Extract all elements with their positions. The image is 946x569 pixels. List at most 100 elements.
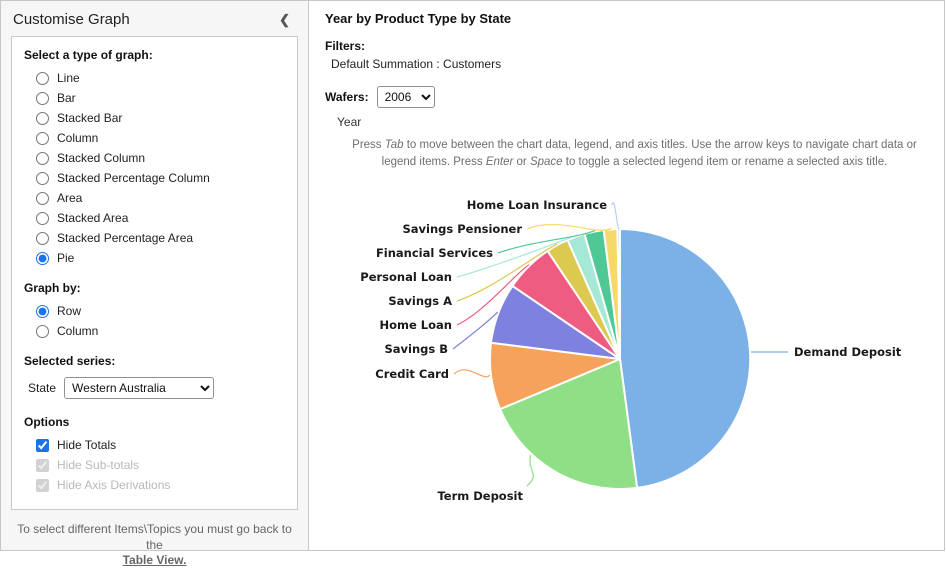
leader-line-financial-services (497, 229, 596, 254)
radio-row-pie: Pie (36, 251, 285, 265)
leader-line-home-loan (456, 264, 530, 326)
radio-label-stacked-percentage-column: Stacked Percentage Column (57, 171, 210, 185)
pie-slice-label-credit-card: Credit Card (375, 367, 449, 381)
instructions-text: to move between the chart data, legend, … (381, 139, 917, 168)
radio-row-stacked-percentage-column: Stacked Percentage Column (36, 171, 285, 185)
footer-note-text: To select different Items\Topics you mus… (17, 522, 292, 552)
filters-label: Filters: (325, 39, 366, 53)
chart-pane: Year by Product Type by State Filters: D… (309, 1, 944, 550)
pie-slice-label-financial-services: Financial Services (376, 246, 493, 260)
sidebar-footer-note: To select different Items\Topics you mus… (11, 522, 298, 569)
selected-series-label: Selected series: (24, 354, 116, 368)
radio-line[interactable] (36, 71, 49, 85)
radio-stacked-percentage-column[interactable] (36, 171, 49, 185)
pie-slice-label-term-deposit: Term Deposit (437, 489, 523, 503)
checkbox-hide-axis-derivations (36, 478, 49, 492)
radio-row-line: Line (36, 71, 285, 85)
radio-column[interactable] (36, 324, 49, 338)
collapse-panel-icon[interactable]: ❮ (279, 11, 290, 27)
checkbox-row-hide-axis-derivations: Hide Axis Derivations (36, 478, 285, 492)
radio-label-row: Row (57, 304, 82, 318)
page-title: Year by Product Type by State (325, 11, 512, 26)
radio-row-stacked-bar: Stacked Bar (36, 111, 285, 125)
pie-chart-svg: Demand Deposit Term Deposit Credit Card Sav… (360, 198, 902, 503)
options-group-label: Options (24, 415, 70, 429)
pie-slice-label-personal-loan: Personal Loan (360, 270, 452, 284)
pie-slice-label-savings-pensioner: Savings Pensioner (402, 222, 522, 236)
radio-row-area: Area (36, 191, 285, 205)
leader-line-term-deposit (526, 454, 534, 487)
pie-slice-label-savings-a: Savings A (388, 294, 452, 308)
graph-by-group-label: Graph by: (24, 281, 81, 295)
instructions-key-space: Space (529, 155, 563, 168)
radio-label-stacked-bar: Stacked Bar (57, 111, 123, 125)
pie-slice-demand-deposit[interactable] (619, 227, 752, 489)
wafers-row: Wafers: 2006 (325, 86, 944, 108)
graph-type-group-label: Select a type of graph: (24, 48, 153, 62)
checkbox-label-hide-axis-derivations: Hide Axis Derivations (57, 478, 171, 492)
wafers-label: Wafers: (325, 90, 369, 104)
pie-slice-term-deposit[interactable] (499, 358, 639, 491)
instructions-text: Press (352, 139, 385, 151)
customise-graph-panel: Customise Graph ❮ Select a type of graph… (1, 1, 309, 567)
radio-label-bar: Bar (57, 91, 76, 105)
wafer-axis-label: Year (337, 115, 362, 129)
radio-column[interactable] (36, 131, 49, 145)
graph-options-box: Select a type of graph: Line Bar Stacked B… (11, 36, 298, 510)
sidebar-title: Customise Graph (13, 11, 130, 28)
graph-type-radio-group: Line Bar Stacked Bar Column Stacked Column St… (24, 71, 285, 265)
checkbox-row-hide-sub-totals: Hide Sub-totals (36, 458, 285, 472)
radio-label-stacked-column: Stacked Column (57, 151, 146, 165)
wafers-select[interactable]: 2006 (376, 86, 435, 108)
leader-line-savings-pensioner (526, 224, 612, 231)
radio-label-pie: Pie (57, 251, 75, 265)
series-row: State Western Australia (28, 377, 285, 399)
radio-stacked-area[interactable] (36, 211, 49, 225)
pie-slice-label-home-loan-insurance: Home Loan Insurance (467, 198, 607, 212)
checkbox-hide-sub-totals (36, 458, 49, 472)
radio-label-column: Column (57, 324, 99, 338)
checkbox-hide-totals[interactable] (36, 438, 49, 452)
table-view-link[interactable]: Table View. (122, 553, 187, 568)
radio-stacked-percentage-area[interactable] (36, 231, 49, 245)
state-select[interactable]: Western Australia (64, 377, 215, 399)
radio-row[interactable] (36, 304, 49, 318)
radio-row-column: Column (36, 324, 285, 338)
leader-line-home-loan-insurance (611, 202, 620, 230)
radio-row-stacked-column: Stacked Column (36, 151, 285, 165)
radio-bar[interactable] (36, 91, 49, 105)
pie-slice-label-home-loan: Home Loan (380, 318, 453, 332)
radio-area[interactable] (36, 191, 49, 205)
filters-value: Default Summation : Customers (331, 57, 502, 71)
sidebar-header: Customise Graph ❮ (11, 9, 298, 36)
instructions-key-enter: Enter (485, 155, 514, 168)
instructions-key-tab: Tab (384, 139, 404, 151)
radio-row-bar: Bar (36, 91, 285, 105)
options-checkbox-group: Hide Totals Hide Sub-totals Hide Axis Deri… (24, 438, 285, 492)
checkbox-label-hide-totals: Hide Totals (57, 438, 117, 452)
radio-pie[interactable] (36, 251, 49, 265)
leader-line-credit-card (453, 369, 491, 378)
radio-stacked-column[interactable] (36, 151, 49, 165)
radio-row-stacked-area: Stacked Area (36, 211, 285, 225)
radio-row-row: Row (36, 304, 285, 318)
radio-stacked-bar[interactable] (36, 111, 49, 125)
checkbox-row-hide-totals: Hide Totals (36, 438, 285, 452)
pie-slice-label-savings-b: Savings B (384, 342, 448, 356)
radio-label-stacked-percentage-area: Stacked Percentage Area (57, 231, 194, 245)
pie-slice-label-demand-deposit: Demand Deposit (794, 345, 902, 359)
pie-chart: Demand Deposit Term Deposit Credit Card Sav… (309, 159, 943, 549)
radio-label-line: Line (57, 71, 80, 85)
radio-label-stacked-area: Stacked Area (57, 211, 129, 225)
leader-line-personal-loan (456, 234, 578, 278)
radio-row-column: Column (36, 131, 285, 145)
graph-by-radio-group: Row Column (24, 304, 285, 338)
radio-row-stacked-percentage-area: Stacked Percentage Area (36, 231, 285, 245)
radio-label-column: Column (57, 131, 99, 145)
leader-line-savings-a (456, 243, 558, 302)
checkbox-label-hide-sub-totals: Hide Sub-totals (57, 458, 140, 472)
radio-label-area: Area (57, 191, 83, 205)
leader-line-savings-b (452, 311, 499, 350)
keyboard-instructions: Press Tab to move between the chart data… (325, 137, 944, 170)
